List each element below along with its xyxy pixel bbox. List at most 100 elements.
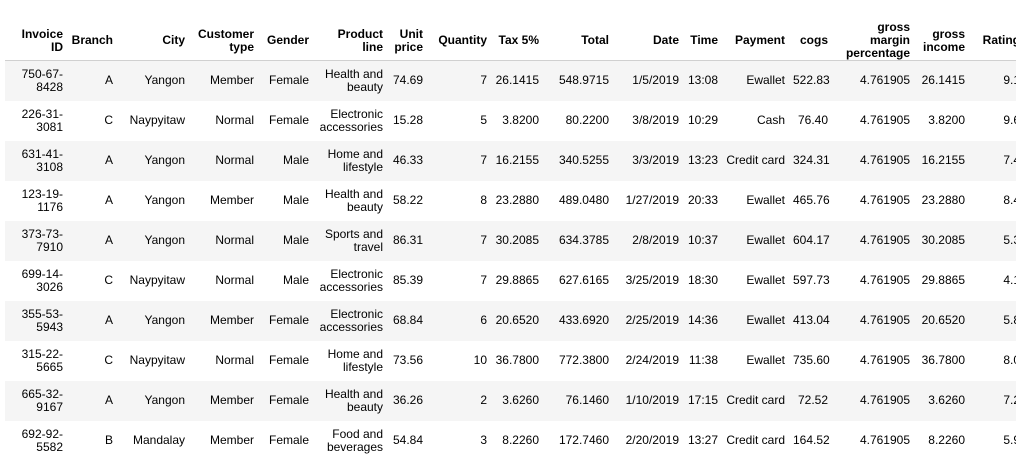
table-cell: 172.7460 xyxy=(558,433,609,447)
table-cell: Sports and travel xyxy=(324,226,383,254)
table-cell: Yangon xyxy=(144,153,185,167)
table-cell: 4.761905 xyxy=(859,433,910,447)
table-cell: 4.761905 xyxy=(859,193,910,207)
table-cell: 355-53-5943 xyxy=(21,306,63,334)
table-cell: A xyxy=(104,233,113,247)
table-row: 631-41-3108 A Yangon Normal Male Home and lif… xyxy=(5,140,1016,181)
table-cell: 11:38 xyxy=(688,353,718,367)
table-cell: 324.31 xyxy=(793,153,830,167)
table-cell: Male xyxy=(282,273,309,287)
table-cell: Yangon xyxy=(144,313,185,327)
table-cell: 433.6920 xyxy=(558,313,609,327)
column-header: Rating xyxy=(969,21,1016,61)
table-cell: 72.52 xyxy=(797,393,828,407)
table-cell: 3.8200 xyxy=(928,113,965,127)
table-cell: 30.2085 xyxy=(495,233,539,247)
table-cell: C xyxy=(104,113,113,127)
table-cell: 3/25/2019 xyxy=(625,273,679,287)
table-cell: 10 xyxy=(473,353,487,367)
table-cell: Yangon xyxy=(144,73,185,88)
table-cell: 29.8865 xyxy=(495,273,539,287)
table-cell: 2/8/2019 xyxy=(632,233,679,247)
table-cell: 36.26 xyxy=(392,393,423,407)
table-cell: 10:29 xyxy=(687,113,718,127)
table-cell: 3.6260 xyxy=(502,393,539,407)
table-cell: 29.8865 xyxy=(921,273,965,287)
table-cell: C xyxy=(104,353,113,367)
table-cell: 5 xyxy=(480,113,487,127)
column-header: Product line xyxy=(313,21,387,61)
table-cell: 3 xyxy=(480,433,487,447)
table-header-row: Invoice ID Branch City Customer type Gen… xyxy=(5,21,1016,61)
table-cell: 4.761905 xyxy=(859,393,910,407)
table-cell: C xyxy=(104,273,113,287)
table-cell: Ewallet xyxy=(746,73,785,88)
table-row: 665-32-9167 A Yangon Member Female Health and… xyxy=(5,380,1016,421)
table-cell: 8 xyxy=(480,193,487,207)
table-cell: Normal xyxy=(215,153,254,167)
table-cell: 123-19-1176 xyxy=(21,186,63,214)
table-cell: 1/10/2019 xyxy=(625,393,679,407)
table-cell: 23.2880 xyxy=(495,193,539,207)
table-row: 750-67-8428 A Yangon Member Female Health and… xyxy=(5,60,1016,101)
table-cell: Electronic accessories xyxy=(319,306,383,334)
table-cell: 8.4 xyxy=(1003,193,1016,207)
table-cell: Member xyxy=(209,393,254,407)
table-cell: 20.6520 xyxy=(495,313,539,327)
table-cell: 2/20/2019 xyxy=(625,433,679,447)
table-cell: 226-31-3081 xyxy=(21,106,63,134)
column-header: City xyxy=(117,21,189,61)
table-cell: 413.04 xyxy=(793,313,830,327)
table-cell: 548.9715 xyxy=(558,73,609,88)
table-cell: 692-92-5582 xyxy=(21,426,63,454)
column-header: Unit price xyxy=(387,21,427,61)
table-cell: Naypyitaw xyxy=(129,353,185,367)
table-cell: Member xyxy=(209,433,254,447)
table-cell: 604.17 xyxy=(793,233,830,247)
table-cell: 30.2085 xyxy=(921,233,965,247)
table-cell: 4.761905 xyxy=(859,113,910,127)
table-cell: 68.84 xyxy=(392,313,423,327)
table-cell: 665-32-9167 xyxy=(21,386,63,414)
table-cell: 340.5255 xyxy=(558,153,609,167)
table-cell: Normal xyxy=(215,353,254,367)
table-cell: 7 xyxy=(480,273,487,287)
table-cell: Female xyxy=(268,73,309,88)
table-row: 355-53-5943 A Yangon Member Female Electronic… xyxy=(5,300,1016,341)
table-cell: 699-14-3026 xyxy=(21,266,63,294)
column-header: gross income xyxy=(914,21,969,61)
table-cell: 631-41-3108 xyxy=(21,146,63,174)
table-cell: 735.60 xyxy=(793,353,830,367)
table-cell: 46.33 xyxy=(392,153,423,167)
table-cell: 85.39 xyxy=(392,273,423,287)
table-cell: Yangon xyxy=(144,233,185,247)
table-cell: 20:33 xyxy=(687,193,718,207)
table-cell: Yangon xyxy=(144,393,185,407)
table-cell: Male xyxy=(282,233,309,247)
table-cell: 7 xyxy=(480,73,487,88)
table-cell: Male xyxy=(282,193,309,207)
table-cell: 4.761905 xyxy=(859,73,910,88)
table-cell: 14:36 xyxy=(687,313,718,327)
table-cell: Member xyxy=(209,73,254,88)
table-cell: 6 xyxy=(480,313,487,327)
table-cell: A xyxy=(104,193,113,207)
table-cell: 36.7800 xyxy=(921,353,965,367)
table-cell: 73.56 xyxy=(392,353,423,367)
table-cell: 3.8200 xyxy=(502,113,539,127)
table-cell: 3/3/2019 xyxy=(632,153,679,167)
table-cell: 8.2260 xyxy=(502,433,539,447)
table-cell: 4.761905 xyxy=(859,313,910,327)
table-cell: Ewallet xyxy=(746,273,785,287)
table-row: 226-31-3081 C Naypyitaw Normal Female Electro… xyxy=(5,100,1016,141)
table-cell: Health and beauty xyxy=(324,66,383,94)
table-cell: Home and lifestyle xyxy=(327,146,383,174)
table-cell: 373-73-7910 xyxy=(21,226,63,254)
table-cell: 5.3 xyxy=(1003,233,1016,247)
table-cell: 4.761905 xyxy=(859,233,910,247)
table-cell: 15.28 xyxy=(392,113,423,127)
table-cell: Yangon xyxy=(144,193,185,207)
table-cell: 4.1 xyxy=(1003,273,1016,287)
table-cell: A xyxy=(104,153,113,167)
table-cell: 13:23 xyxy=(687,153,718,167)
